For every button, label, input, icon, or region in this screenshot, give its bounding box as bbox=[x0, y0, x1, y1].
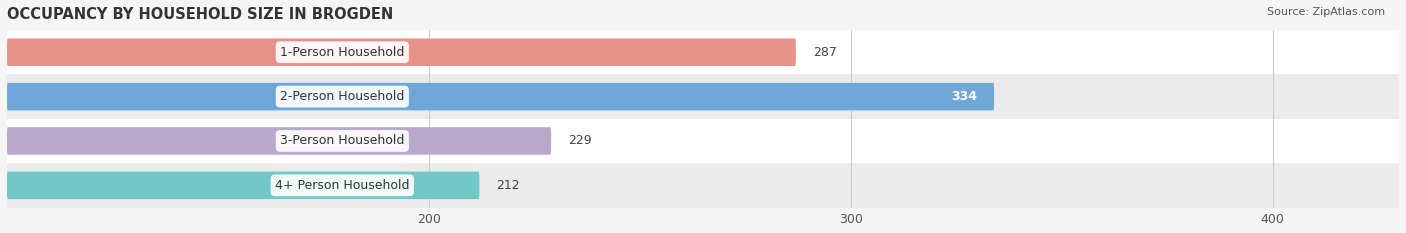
FancyBboxPatch shape bbox=[7, 83, 994, 110]
FancyBboxPatch shape bbox=[7, 74, 1399, 119]
FancyBboxPatch shape bbox=[7, 119, 1399, 163]
Text: 287: 287 bbox=[813, 46, 837, 59]
Text: Source: ZipAtlas.com: Source: ZipAtlas.com bbox=[1267, 7, 1385, 17]
Text: OCCUPANCY BY HOUSEHOLD SIZE IN BROGDEN: OCCUPANCY BY HOUSEHOLD SIZE IN BROGDEN bbox=[7, 7, 394, 22]
FancyBboxPatch shape bbox=[7, 127, 551, 155]
Text: 229: 229 bbox=[568, 134, 592, 147]
FancyBboxPatch shape bbox=[7, 163, 1399, 208]
Text: 1-Person Household: 1-Person Household bbox=[280, 46, 405, 59]
Text: 4+ Person Household: 4+ Person Household bbox=[276, 179, 409, 192]
Text: 3-Person Household: 3-Person Household bbox=[280, 134, 405, 147]
Text: 334: 334 bbox=[952, 90, 977, 103]
FancyBboxPatch shape bbox=[7, 38, 796, 66]
Text: 2-Person Household: 2-Person Household bbox=[280, 90, 405, 103]
FancyBboxPatch shape bbox=[7, 171, 479, 199]
Text: 212: 212 bbox=[496, 179, 520, 192]
FancyBboxPatch shape bbox=[7, 30, 1399, 74]
